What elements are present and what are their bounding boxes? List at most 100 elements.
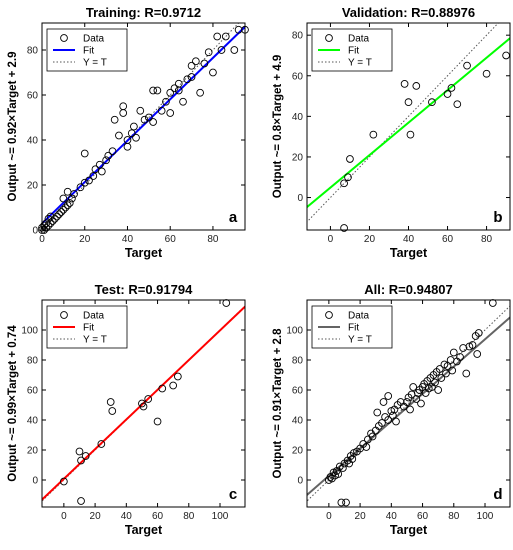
data-point <box>384 416 393 424</box>
data-point <box>437 374 446 382</box>
data-point <box>200 59 209 68</box>
y-tick-label: 60 <box>27 91 39 102</box>
data-point <box>412 82 421 90</box>
y-tick-label: 100 <box>21 326 38 337</box>
data-point <box>59 194 68 203</box>
data-point <box>123 136 132 144</box>
data-point <box>144 113 153 122</box>
y-tick-label: 40 <box>27 136 39 147</box>
x-axis-label: Target <box>390 246 428 260</box>
panel-letter: d <box>493 486 502 503</box>
data-point <box>77 456 85 465</box>
data-point <box>196 88 204 97</box>
data-point <box>174 79 183 88</box>
data-point <box>97 440 106 448</box>
x-tick-label: 60 <box>152 511 164 522</box>
data-point <box>340 224 348 232</box>
data-point <box>417 399 425 408</box>
data-point <box>502 51 510 60</box>
legend-box <box>311 28 393 72</box>
data-point <box>95 160 104 169</box>
data-point <box>340 179 348 188</box>
data-point <box>187 73 196 81</box>
data-point <box>428 98 436 106</box>
data-point <box>157 106 166 115</box>
x-tick-label: 20 <box>355 511 367 522</box>
legend-entry: Fit <box>348 46 359 57</box>
data-point <box>149 118 157 126</box>
data-point <box>166 88 175 97</box>
legend-data-marker <box>60 311 68 319</box>
data-point <box>409 383 418 391</box>
data-point <box>342 498 350 507</box>
data-point <box>392 417 400 426</box>
data-point <box>443 90 452 98</box>
data-point <box>97 167 106 176</box>
y-axis-label: Output ~= 0.91×Target + 2.8 <box>272 328 284 479</box>
data-point <box>60 477 68 486</box>
x-tick-label: 80 <box>448 511 460 522</box>
legend-entry: Y = T <box>348 58 372 69</box>
y-tick-label: 0 <box>32 226 38 237</box>
data-point <box>61 203 70 212</box>
x-axis-label: Target <box>125 246 163 260</box>
y-tick-label: 80 <box>292 31 304 42</box>
data-point <box>221 32 230 41</box>
data-point <box>158 384 167 393</box>
data-point <box>53 212 61 221</box>
chart-title: Training: R=0.9712 <box>86 5 201 20</box>
plot-frame <box>41 22 246 231</box>
data-point <box>132 133 140 142</box>
data-point <box>412 395 421 403</box>
data-point <box>80 149 89 158</box>
y-tick-label: 100 <box>286 326 303 337</box>
data-point <box>373 408 382 417</box>
x-tick-label: 0 <box>39 234 45 245</box>
data-point <box>140 115 149 124</box>
legend-entry: Y = T <box>348 335 372 346</box>
y-tick-label: 20 <box>27 446 39 457</box>
data-point <box>89 172 98 180</box>
panel-letter: a <box>229 209 238 226</box>
data-point <box>474 329 483 337</box>
data-point <box>339 464 347 472</box>
x-tick-label: 0 <box>326 511 332 522</box>
data-point <box>406 130 415 139</box>
data-point <box>42 223 51 232</box>
legend-entry: Data <box>83 34 105 45</box>
data-point <box>473 350 482 358</box>
data-point <box>57 208 66 216</box>
data-point <box>337 498 346 507</box>
legend-entry: Y = T <box>83 58 107 69</box>
data-point <box>204 48 213 57</box>
data-point <box>187 61 196 70</box>
y-tick-label: 40 <box>27 416 39 427</box>
chart-title: Validation: R=0.88976 <box>342 5 475 20</box>
data-point <box>209 68 217 77</box>
data-point <box>389 411 397 420</box>
data-point <box>456 353 464 361</box>
data-point <box>348 455 357 463</box>
data-point <box>70 190 78 198</box>
y-tick-label: 0 <box>32 476 38 487</box>
x-tick-label: 80 <box>183 511 195 522</box>
panel-letter: b <box>493 209 502 226</box>
data-point <box>463 61 471 70</box>
plot-frame <box>306 22 511 231</box>
data-point <box>362 443 371 451</box>
data-points <box>340 51 510 232</box>
data-point <box>108 147 117 156</box>
data-point <box>144 395 153 403</box>
data-points <box>325 299 497 507</box>
x-tick-label: 100 <box>477 511 494 522</box>
legend-entry: Y = T <box>83 335 107 346</box>
data-point <box>104 151 113 160</box>
legend-entry: Data <box>83 311 105 322</box>
data-point <box>404 98 413 106</box>
x-tick-label: 40 <box>121 511 133 522</box>
data-point <box>442 369 450 378</box>
data-point <box>127 129 136 138</box>
x-tick-label: 20 <box>90 511 102 522</box>
